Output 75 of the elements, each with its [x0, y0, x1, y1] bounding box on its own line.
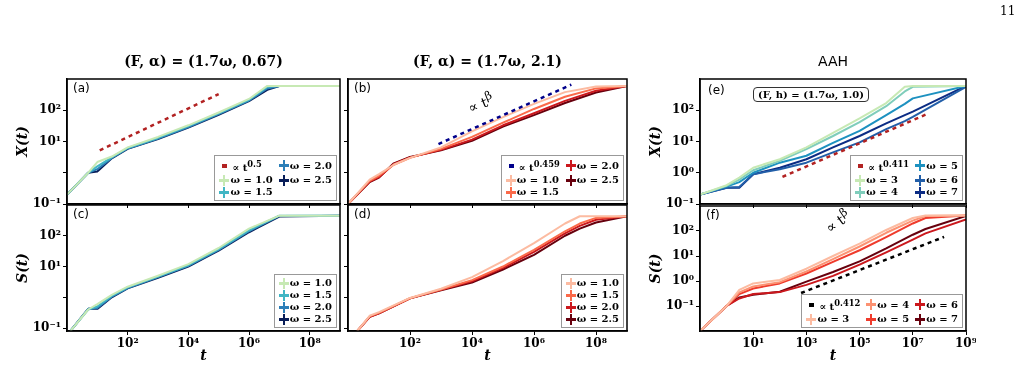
legend-label: ω = 1.0	[230, 174, 273, 186]
x-tick-label: 10⁷	[901, 336, 924, 351]
y-tick-label: 10⁰	[672, 164, 694, 179]
legend-label: ω = 6	[926, 174, 958, 186]
x-tick-label: 10⁵	[848, 336, 871, 351]
x-tick-label: 10⁸	[298, 336, 321, 351]
x-axis-title: t	[484, 347, 492, 364]
legend-label: ω = 2.0	[289, 301, 332, 313]
legend-label: ω = 1.5	[576, 289, 619, 301]
legend-label: ω = 2.0	[289, 159, 332, 172]
annotation: (d)	[354, 207, 371, 221]
legend-label: ω = 1.5	[289, 289, 332, 301]
y-tick-label: 10⁻¹	[32, 196, 61, 211]
legend-label: ω = 2.0	[576, 159, 619, 172]
annotation: (a)	[73, 81, 90, 95]
x-tick-label: 10⁸	[585, 336, 607, 351]
x-tick-label: 10³	[795, 336, 818, 351]
chart-title: AAH	[816, 53, 850, 69]
legend-label: ω = 1.5	[516, 186, 560, 198]
y-tick-label: 10⁻¹	[665, 196, 694, 211]
legend-label: ω = 5	[877, 313, 910, 325]
legend-label: ω = 2.5	[576, 174, 619, 186]
legend-label: ω = 7	[926, 313, 958, 325]
legend-label: ω = 2.5	[289, 313, 332, 325]
x-tick-label: 10⁶	[523, 336, 545, 351]
chart-title: (F, α) = (1.7ω, 0.67)	[123, 53, 284, 69]
x-tick-label: 10¹	[742, 336, 765, 351]
legend-label: ω = 3	[817, 313, 850, 325]
x-tick-label: 10⁶	[238, 336, 260, 351]
y-tick-label: 10¹	[39, 133, 61, 148]
legend-label: ω = 7	[926, 186, 958, 198]
annotation: (f)	[706, 208, 720, 222]
x-tick-label: 10⁹	[955, 336, 977, 351]
legend-label: ω = 2.5	[576, 313, 619, 325]
text: 11	[1000, 4, 1016, 18]
y-axis-title: X(t)	[647, 126, 664, 158]
y-axis-title: S(t)	[647, 253, 664, 284]
y-tick-label: 10⁻¹	[32, 320, 61, 335]
y-tick-label: 10¹	[39, 258, 61, 273]
annotation: (c)	[73, 207, 89, 221]
legend-label: ∝ t$^{0.5}$	[232, 157, 262, 174]
x-tick-label: 10²	[116, 336, 139, 351]
x-tick-label: 10⁴	[461, 336, 483, 351]
legend-label: ω = 4	[877, 298, 910, 311]
legend-label: ω = 5	[926, 159, 958, 172]
legend-label: ω = 2.5	[289, 174, 332, 186]
y-tick-label: 10¹	[672, 133, 694, 148]
y-axis-title: S(t)	[14, 253, 31, 283]
x-axis-title: t	[829, 347, 837, 364]
legend-label: ω = 3	[866, 174, 899, 186]
y-tick-label: 10²	[39, 227, 61, 242]
legend-label: ω = 2.0	[576, 301, 619, 313]
y-tick-label: 10⁰	[672, 273, 694, 288]
annotation: (b)	[354, 81, 371, 95]
legend-label: ω = 4	[866, 186, 899, 198]
legend-label: ω = 1.0	[516, 174, 560, 186]
y-tick-label: 10⁻¹	[665, 298, 694, 313]
x-tick-label: 10⁴	[177, 336, 200, 351]
y-tick-label: 10²	[39, 102, 61, 117]
y-tick-label: 10¹	[672, 248, 694, 263]
legend-label: ω = 1.5	[230, 186, 273, 198]
legend-label: ω = 1.0	[576, 277, 619, 289]
legend-label: ∝ t$^{0.411}$	[868, 157, 910, 174]
y-axis-title: X(t)	[14, 126, 31, 158]
legend-label: ∝ t$^{0.459}$	[518, 157, 560, 174]
y-tick-label: 10²	[672, 223, 694, 238]
legend-label: ω = 6	[926, 298, 958, 311]
x-tick-label: 10²	[399, 336, 421, 351]
annotation: (e)	[708, 83, 725, 97]
y-tick-label: 10²	[672, 102, 694, 117]
chart-title: (F, α) = (1.7ω, 2.1)	[412, 53, 563, 69]
annotation: (F, h) = (1.7ω, 1.0)	[753, 87, 869, 102]
legend-label: ∝ t$^{0.412}$	[819, 296, 861, 313]
x-axis-title: t	[200, 347, 208, 364]
legend-label: ω = 1.0	[289, 277, 332, 289]
